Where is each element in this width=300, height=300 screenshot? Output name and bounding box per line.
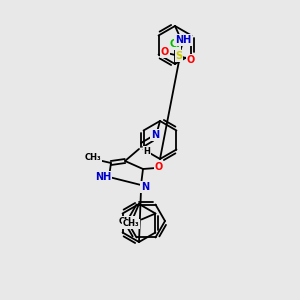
Text: CH₃: CH₃ [119,217,136,226]
Text: O: O [155,162,163,172]
Text: N: N [141,182,149,192]
Text: O: O [187,55,195,65]
Text: O: O [161,47,169,57]
Text: NH: NH [95,172,111,182]
Text: Cl: Cl [169,39,180,49]
Text: CH₃: CH₃ [123,220,139,229]
Text: CH₃: CH₃ [85,152,101,161]
Text: H: H [144,146,150,155]
Text: S: S [176,51,183,61]
Text: N: N [151,130,159,140]
Text: NH: NH [175,35,191,45]
